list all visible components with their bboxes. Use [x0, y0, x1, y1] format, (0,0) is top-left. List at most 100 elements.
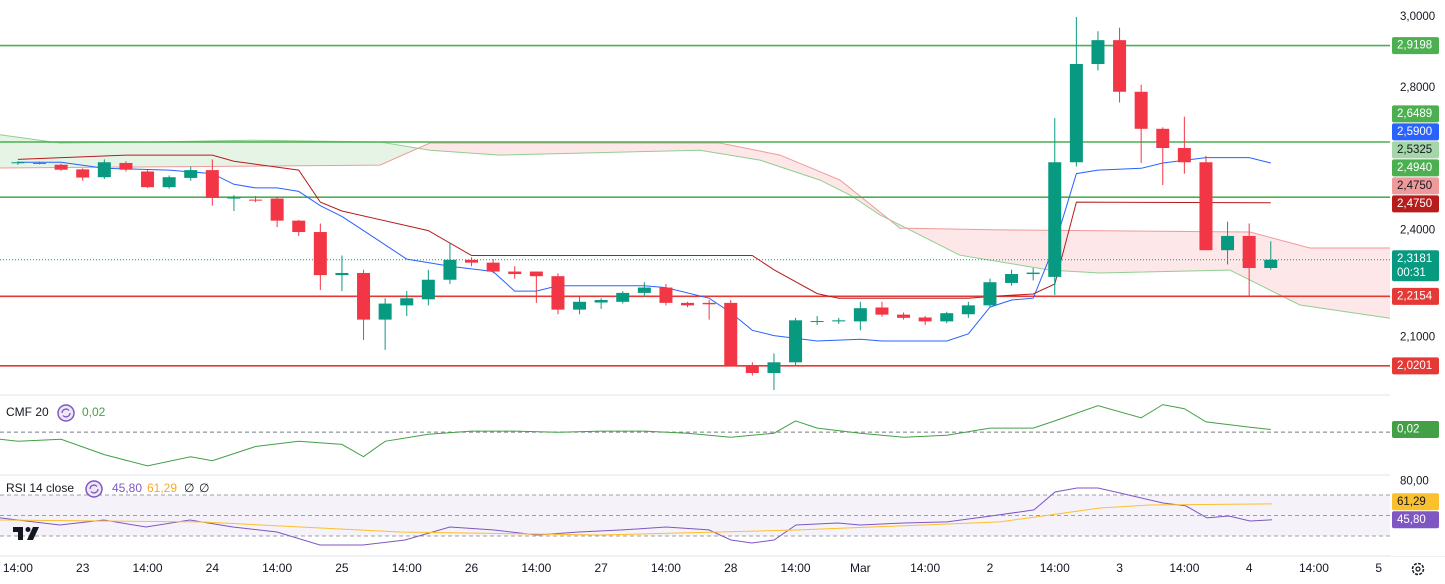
price-badge-label: 45,80	[1397, 514, 1426, 526]
cloud-fill	[1036, 230, 1043, 269]
icon-ring[interactable]	[57, 404, 75, 422]
candle-body	[616, 292, 630, 302]
cloud-fill	[1285, 241, 1291, 301]
gear-center[interactable]	[1415, 566, 1421, 572]
candle-body	[421, 279, 435, 300]
cloud-fill	[426, 143, 433, 151]
cloud-span-b	[0, 142, 1390, 249]
cloud-fill	[1117, 230, 1124, 273]
price-badge-label: 2,4750	[1397, 198, 1432, 210]
cloud-fill	[442, 143, 449, 152]
cloud-fill	[777, 154, 784, 168]
icon-arrows[interactable]	[61, 408, 71, 418]
x-tick-label: 14:00	[133, 561, 163, 575]
cloud-fill	[361, 141, 368, 166]
cloud-fill	[610, 143, 616, 153]
cloud-fill	[1366, 248, 1372, 316]
cloud-fill	[475, 143, 481, 154]
cloud-fill	[318, 141, 325, 166]
cloud-fill	[621, 143, 627, 153]
cloud-fill	[631, 143, 638, 152]
rsi-legend-value: 45,80	[112, 481, 142, 495]
settings-button[interactable]	[1411, 562, 1425, 576]
cloud-fill	[518, 143, 524, 155]
candle-body	[637, 287, 651, 293]
cloud-fill	[372, 141, 379, 166]
gear[interactable]	[1411, 562, 1425, 576]
cloud-fill	[59, 142, 65, 168]
cmf-settings-icon[interactable]	[57, 404, 75, 422]
candle-body	[292, 220, 306, 233]
cloud-fill	[556, 143, 562, 154]
cloud-fill	[707, 143, 713, 153]
icon-arrows[interactable]	[89, 484, 99, 494]
cloud-fill	[151, 141, 157, 167]
countdown-label: 00:31	[1397, 267, 1426, 279]
cloud-fill	[64, 142, 71, 168]
cloud-fill	[599, 143, 605, 153]
x-tick-label: 14:00	[651, 561, 681, 575]
cloud-fill	[280, 140, 287, 166]
x-tick-label: 23	[76, 561, 90, 575]
cloud-fill	[1063, 230, 1070, 272]
cloud-fill	[1188, 231, 1194, 272]
x-tick-label: 14:00	[392, 561, 422, 575]
candle-body	[1026, 272, 1040, 275]
cloud-fill	[334, 141, 341, 166]
cloud-fill	[135, 142, 141, 167]
x-tick-label: 28	[724, 561, 738, 575]
cloud-fill	[345, 141, 352, 166]
cloud-fill	[658, 143, 665, 152]
candle-body	[11, 162, 25, 164]
cloud-fill	[1301, 245, 1307, 307]
x-tick-label: 24	[206, 561, 220, 575]
cloud-fill	[232, 140, 238, 167]
cloud-fill	[378, 141, 384, 166]
cloud-fill	[226, 140, 233, 167]
y-tick-label: 2,8000	[1400, 82, 1435, 94]
candle-body	[745, 365, 759, 374]
cloud-fill	[469, 143, 476, 154]
y-tick-label: 3,0000	[1400, 11, 1435, 23]
rsi-line	[0, 487, 1273, 546]
cloud-fill	[842, 181, 848, 194]
cloud-fill	[1344, 248, 1351, 313]
candle-body	[681, 302, 695, 306]
cloud-fill	[113, 142, 119, 168]
cloud-fill	[1015, 230, 1021, 266]
icon-ring[interactable]	[85, 480, 103, 498]
cloud-fill	[696, 143, 703, 151]
cloud-fill	[648, 143, 654, 152]
price-badge	[1392, 177, 1439, 195]
cloud-fill	[1177, 231, 1183, 272]
rsi-legend-extra: ∅	[199, 481, 209, 495]
cloud-fill	[172, 141, 179, 167]
candle-body	[551, 276, 565, 310]
cloud-fill	[993, 229, 1000, 262]
cloud-fill	[145, 141, 152, 167]
cloud-fill	[1112, 230, 1118, 273]
cloud-fill	[421, 144, 427, 150]
cloud-fill	[313, 141, 319, 166]
cloud-fill	[1085, 230, 1091, 273]
cloud-fill	[448, 143, 454, 152]
cloud-fill	[10, 136, 17, 168]
cloud-fill	[216, 140, 222, 167]
cloud-fill	[394, 144, 400, 159]
cloud-fill	[1042, 230, 1048, 270]
cloud-fill	[491, 143, 497, 155]
cloud-fill	[977, 229, 983, 259]
cloud-fill	[1258, 234, 1264, 287]
cloud-fill	[118, 142, 125, 168]
cloud-fill	[577, 143, 584, 154]
cloud-fill	[1377, 248, 1383, 318]
cloud-fill	[75, 142, 82, 168]
cloud-fill	[550, 143, 557, 154]
candle-body	[443, 259, 457, 280]
candle-body	[97, 162, 111, 178]
rsi-settings-icon[interactable]	[85, 480, 103, 498]
price-badge	[1392, 357, 1439, 375]
cloud-fill	[988, 229, 994, 261]
cloud-fill	[0, 134, 6, 168]
cloud-fill	[129, 142, 136, 168]
